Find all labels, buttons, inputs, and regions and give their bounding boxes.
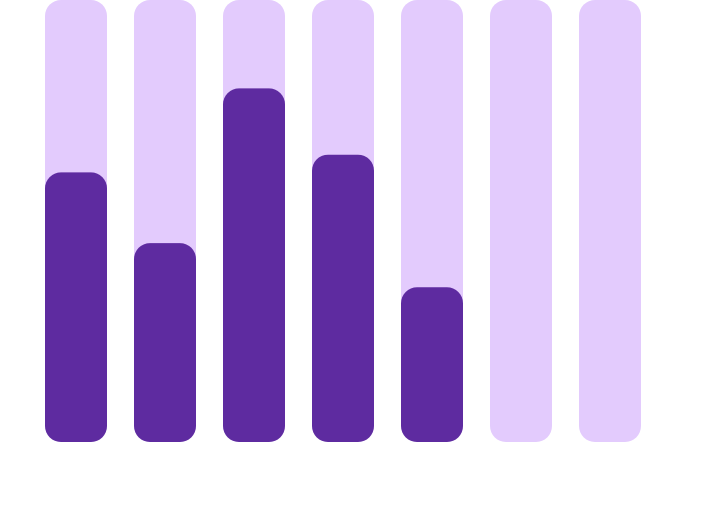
bar-track xyxy=(579,0,641,442)
bars-group xyxy=(45,0,641,443)
bar-value xyxy=(45,172,107,442)
bar-value xyxy=(312,154,374,442)
bar-track xyxy=(490,0,552,442)
bar-value xyxy=(401,287,463,442)
bar-value xyxy=(134,243,196,442)
bar-value xyxy=(223,88,285,443)
